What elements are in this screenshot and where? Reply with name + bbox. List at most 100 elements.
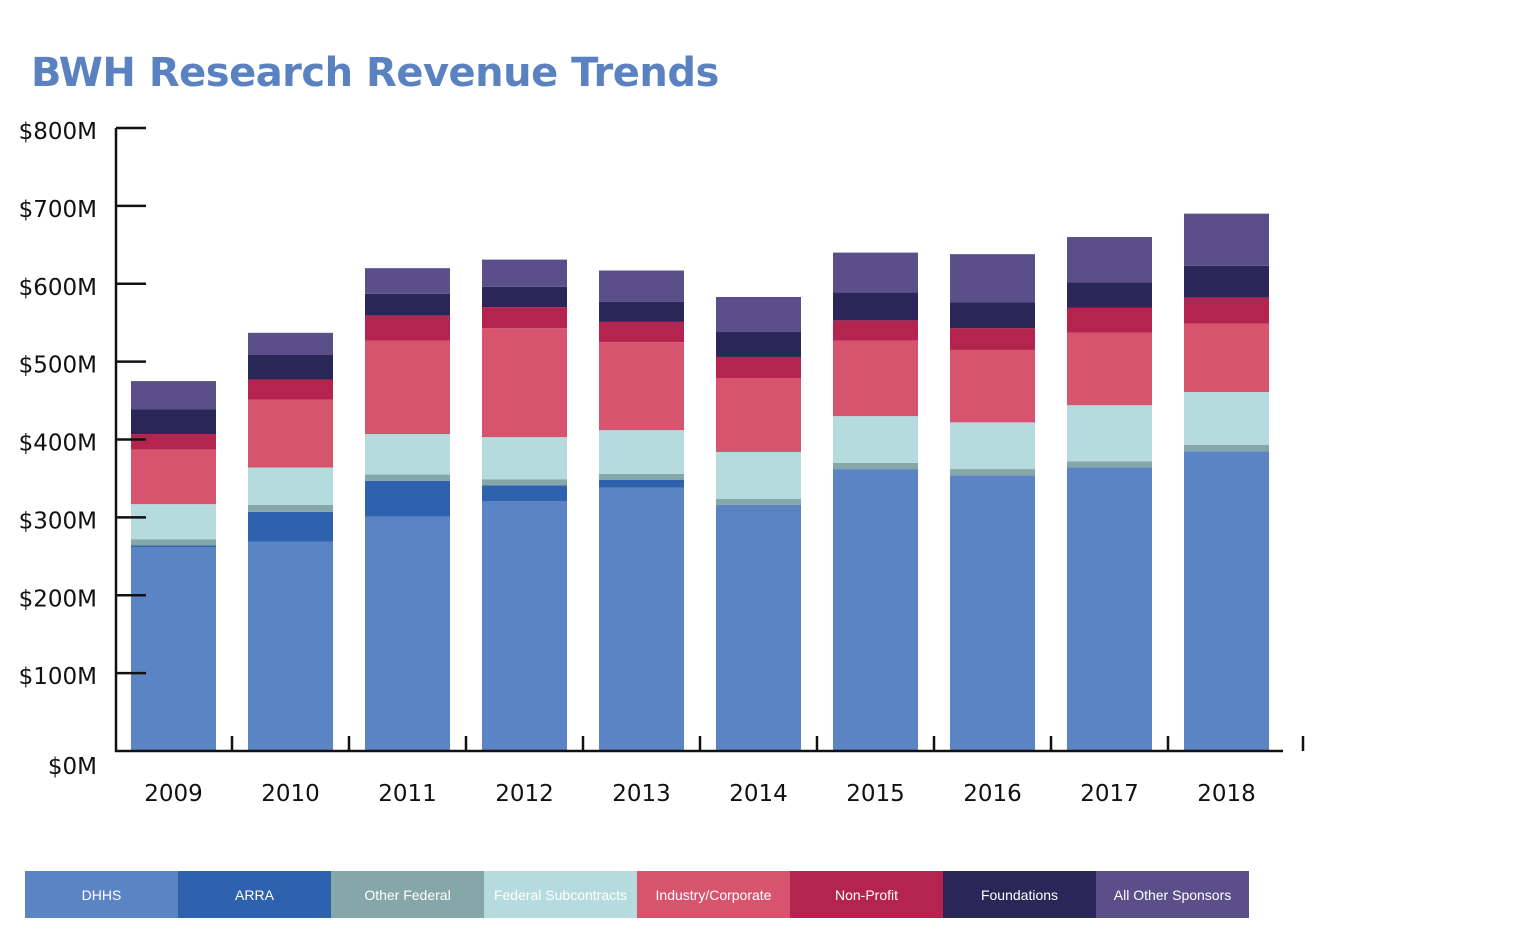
bar-segment-2014-2 bbox=[716, 498, 801, 505]
bar-segment-2011-0 bbox=[365, 516, 450, 751]
bar-segment-2010-4 bbox=[248, 399, 333, 468]
bar-segment-2018-6 bbox=[1184, 265, 1269, 298]
x-tick-label-2018: 2018 bbox=[1197, 781, 1256, 807]
bar-segment-2013-2 bbox=[599, 473, 684, 480]
legend-item: Non-Profit bbox=[790, 871, 943, 918]
legend-item: ARRA bbox=[178, 871, 331, 918]
x-tick-label-2017: 2017 bbox=[1080, 781, 1139, 807]
bar-segment-2016-5 bbox=[950, 328, 1035, 350]
bar-segment-2010-6 bbox=[248, 354, 333, 380]
bar-segment-2018-5 bbox=[1184, 297, 1269, 324]
bar-segment-2014-7 bbox=[716, 296, 801, 333]
bar-segment-2016-4 bbox=[950, 349, 1035, 423]
bar-segment-2011-2 bbox=[365, 474, 450, 481]
bar-segment-2012-2 bbox=[482, 479, 567, 486]
y-tick-labels: $0M $100M $200M $300M $400M $500M $600M $700M $8… bbox=[19, 119, 97, 780]
bar-segment-2015-7 bbox=[833, 252, 918, 293]
bar-segment-2017-7 bbox=[1067, 237, 1152, 283]
bar-segment-2017-4 bbox=[1067, 332, 1152, 406]
bar-segment-2009-0 bbox=[131, 546, 216, 751]
bar-segment-2017-2 bbox=[1067, 461, 1152, 468]
bar-segment-2010-5 bbox=[248, 379, 333, 400]
y-tick-label-6: $600M bbox=[19, 275, 97, 301]
bars-group bbox=[131, 213, 1269, 751]
bar-segment-2009-3 bbox=[131, 504, 216, 540]
bar-segment-2009-2 bbox=[131, 539, 216, 546]
bar-segment-2014-0 bbox=[716, 504, 801, 751]
bar-segment-2011-3 bbox=[365, 434, 450, 475]
bar-segment-2017-3 bbox=[1067, 405, 1152, 462]
bar-segment-2009-1 bbox=[131, 545, 216, 547]
bar-segment-2012-7 bbox=[482, 259, 567, 287]
bar-segment-2016-3 bbox=[950, 422, 1035, 470]
bar-segment-2013-5 bbox=[599, 321, 684, 343]
x-tick-label-2016: 2016 bbox=[963, 781, 1022, 807]
x-tick-label-2015: 2015 bbox=[846, 781, 905, 807]
y-tick-label-0: $0M bbox=[48, 754, 97, 780]
legend: DHHS ARRA Other Federal Federal Subcontract… bbox=[25, 871, 1249, 918]
x-tick-labels: 2009 2010 2011 2012 2013 2014 2015 2016 2017 2018 bbox=[144, 781, 1256, 807]
bar-segment-2013-3 bbox=[599, 430, 684, 474]
bar-segment-2013-1 bbox=[599, 479, 684, 488]
chart-title: BWH Research Revenue Trends bbox=[31, 50, 719, 96]
bar-segment-2015-3 bbox=[833, 416, 918, 463]
bar-segment-2017-5 bbox=[1067, 307, 1152, 333]
bar-segment-2016-7 bbox=[950, 254, 1035, 303]
bar-segment-2015-5 bbox=[833, 320, 918, 341]
bar-segment-2016-2 bbox=[950, 469, 1035, 476]
y-tick-label-3: $300M bbox=[19, 508, 97, 534]
legend-item: Foundations bbox=[943, 871, 1096, 918]
bar-segment-2011-6 bbox=[365, 293, 450, 316]
bar-segment-2018-3 bbox=[1184, 391, 1269, 445]
bar-segment-2009-4 bbox=[131, 449, 216, 505]
bar-segment-2009-6 bbox=[131, 409, 216, 435]
y-tick-label-8: $800M bbox=[19, 119, 97, 145]
bar-segment-2016-0 bbox=[950, 475, 1035, 751]
bar-segment-2011-7 bbox=[365, 268, 450, 294]
legend-item: All Other Sponsors bbox=[1096, 871, 1249, 918]
bar-segment-2014-6 bbox=[716, 332, 801, 357]
bar-segment-2013-4 bbox=[599, 342, 684, 431]
bar-segment-2010-1 bbox=[248, 511, 333, 542]
x-tick-label-2014: 2014 bbox=[729, 781, 788, 807]
bar-segment-2009-5 bbox=[131, 434, 216, 450]
y-tick-label-2: $200M bbox=[19, 586, 97, 612]
bar-segment-2013-0 bbox=[599, 487, 684, 751]
bar-segment-2012-4 bbox=[482, 328, 567, 438]
y-tick-label-4: $400M bbox=[19, 431, 97, 457]
bar-segment-2012-0 bbox=[482, 501, 567, 751]
legend-item: DHHS bbox=[25, 871, 178, 918]
legend-item: Federal Subcontracts bbox=[484, 871, 637, 918]
bar-segment-2012-1 bbox=[482, 485, 567, 502]
x-tick-label-2010: 2010 bbox=[261, 781, 320, 807]
bar-segment-2014-4 bbox=[716, 377, 801, 452]
bar-segment-2012-5 bbox=[482, 307, 567, 329]
bar-segment-2015-0 bbox=[833, 469, 918, 751]
bar-segment-2013-7 bbox=[599, 270, 684, 302]
bar-segment-2010-0 bbox=[248, 541, 333, 751]
bar-segment-2018-7 bbox=[1184, 213, 1269, 266]
bar-segment-2018-2 bbox=[1184, 444, 1269, 452]
bar-segment-2017-6 bbox=[1067, 282, 1152, 308]
bar-segment-2012-6 bbox=[482, 286, 567, 308]
legend-item: Industry/Corporate bbox=[637, 871, 790, 918]
stacked-bar-chart: $0M $100M $200M $300M $400M $500M $600M $700M $8… bbox=[19, 119, 1305, 807]
bar-segment-2011-4 bbox=[365, 340, 450, 435]
bar-segment-2010-3 bbox=[248, 467, 333, 505]
bar-segment-2018-4 bbox=[1184, 323, 1269, 392]
bar-segment-2015-6 bbox=[833, 292, 918, 321]
bar-segment-2010-2 bbox=[248, 504, 333, 512]
y-tick-label-7: $700M bbox=[19, 197, 97, 223]
x-tick-label-2009: 2009 bbox=[144, 781, 203, 807]
bar-segment-2009-7 bbox=[131, 381, 216, 410]
bar-segment-2010-7 bbox=[248, 332, 333, 355]
bar-segment-2018-0 bbox=[1184, 451, 1269, 751]
bar-segment-2017-0 bbox=[1067, 467, 1152, 751]
y-tick-label-5: $500M bbox=[19, 353, 97, 379]
bar-segment-2014-3 bbox=[716, 451, 801, 499]
y-tick-label-1: $100M bbox=[19, 664, 97, 690]
bar-segment-2014-5 bbox=[716, 356, 801, 378]
x-tick-label-2012: 2012 bbox=[495, 781, 554, 807]
legend-item: Other Federal bbox=[331, 871, 484, 918]
bar-segment-2012-3 bbox=[482, 437, 567, 480]
